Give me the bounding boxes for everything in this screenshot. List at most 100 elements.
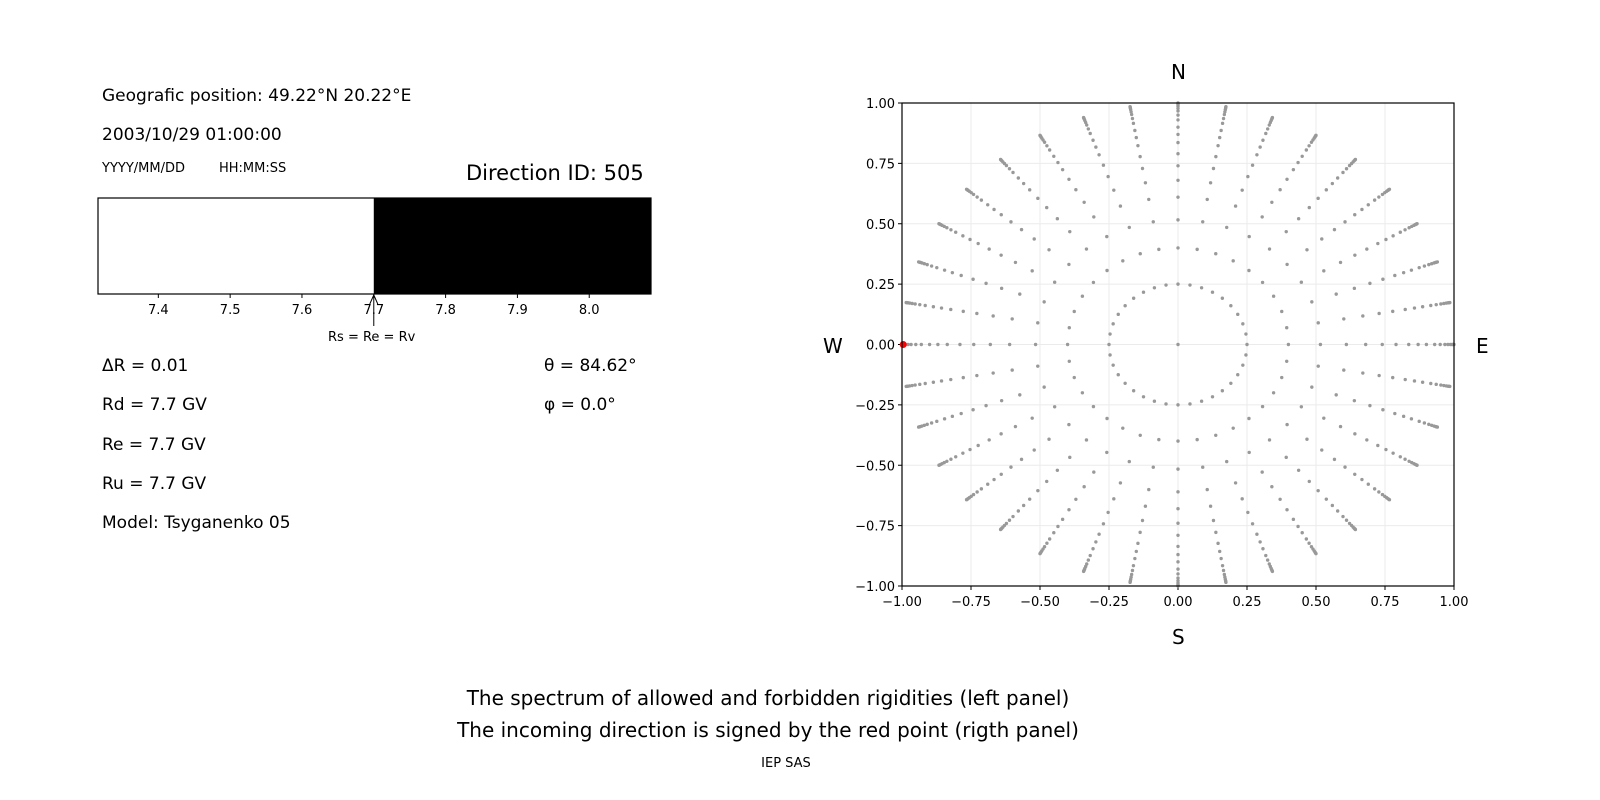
direction-point bbox=[1056, 524, 1060, 529]
direction-point bbox=[1233, 204, 1238, 208]
direction-point bbox=[1380, 192, 1385, 197]
direction-point bbox=[1341, 170, 1345, 175]
direction-point bbox=[1260, 215, 1264, 219]
direction-point bbox=[1067, 177, 1071, 181]
direction-point bbox=[959, 273, 963, 278]
direction-point bbox=[913, 383, 917, 387]
direction-point bbox=[1222, 572, 1227, 577]
direction-point bbox=[909, 342, 913, 347]
direction-point bbox=[1318, 342, 1323, 347]
direction-point bbox=[1134, 549, 1139, 554]
direction-point bbox=[1176, 178, 1180, 182]
direction-point bbox=[1216, 143, 1220, 148]
direction-point bbox=[1007, 518, 1012, 522]
direction-point bbox=[1130, 116, 1135, 121]
direction-point bbox=[1271, 391, 1276, 395]
direction-point bbox=[1372, 198, 1377, 202]
direction-point bbox=[1424, 342, 1429, 347]
direction-point bbox=[971, 192, 976, 197]
direction-point bbox=[975, 490, 979, 494]
direction-point bbox=[1299, 280, 1304, 284]
x-tick-label: 0.00 bbox=[1164, 595, 1193, 610]
direction-point bbox=[1016, 509, 1021, 513]
direction-point bbox=[1011, 170, 1015, 175]
direction-point bbox=[1211, 518, 1216, 523]
direction-point bbox=[1391, 234, 1395, 238]
plot-frame bbox=[901, 102, 1455, 587]
direction-point bbox=[1030, 269, 1034, 273]
direction-point bbox=[949, 228, 953, 232]
direction-point bbox=[1101, 522, 1106, 526]
direction-point bbox=[968, 237, 972, 242]
direction-point bbox=[931, 305, 936, 309]
direction-point bbox=[1176, 246, 1180, 250]
direction-point bbox=[1435, 425, 1440, 429]
direction-point bbox=[1047, 437, 1051, 441]
direction-point bbox=[1151, 220, 1155, 224]
x-tick-label: 8.0 bbox=[579, 303, 600, 318]
direction-point bbox=[1231, 426, 1235, 430]
direction-point bbox=[1074, 497, 1078, 501]
direction-point bbox=[1131, 563, 1136, 568]
model: Model: Tsyganenko 05 bbox=[102, 513, 291, 533]
delta-r: ΔR = 0.01 bbox=[102, 356, 189, 376]
direction-point bbox=[1013, 424, 1018, 429]
direction-point bbox=[1157, 247, 1161, 252]
bar-frame bbox=[97, 197, 652, 295]
direction-point bbox=[1296, 160, 1300, 165]
direction-point bbox=[1141, 290, 1146, 294]
direction-point bbox=[1264, 553, 1268, 558]
arrow-head bbox=[369, 293, 379, 305]
x-tick-label: 7.8 bbox=[435, 303, 456, 318]
direction-point bbox=[1220, 389, 1225, 393]
direction-point bbox=[950, 270, 955, 275]
direction-point bbox=[1176, 576, 1180, 580]
direction-point bbox=[1286, 342, 1291, 347]
direction-point bbox=[975, 373, 979, 378]
direction-point bbox=[1084, 247, 1089, 251]
direction-point bbox=[968, 447, 972, 452]
direction-point bbox=[1300, 154, 1304, 158]
direction-point bbox=[923, 381, 927, 386]
direction-point bbox=[1267, 247, 1272, 251]
direction-point bbox=[1353, 157, 1358, 162]
direction-point bbox=[959, 411, 963, 416]
direction-point bbox=[1261, 138, 1265, 142]
direction-point bbox=[1176, 118, 1180, 122]
direction-point bbox=[1417, 265, 1421, 270]
direction-point bbox=[999, 432, 1003, 436]
direction-point bbox=[1270, 485, 1274, 489]
direction-point bbox=[1136, 143, 1140, 148]
direction-point bbox=[1176, 218, 1180, 222]
direction-point bbox=[914, 342, 918, 347]
direction-point bbox=[1304, 148, 1309, 152]
direction-point bbox=[1128, 580, 1132, 585]
direction-point bbox=[961, 375, 965, 380]
direction-point bbox=[1360, 477, 1364, 482]
direction-point bbox=[1353, 213, 1357, 217]
direction-point bbox=[1131, 121, 1136, 126]
theta-value: θ = 84.62° bbox=[544, 356, 637, 376]
y-tick-label: −1.00 bbox=[855, 580, 895, 595]
direction-point bbox=[1376, 443, 1380, 448]
direction-point bbox=[1434, 382, 1438, 387]
direction-point bbox=[1042, 300, 1046, 304]
direction-point bbox=[1205, 197, 1209, 202]
x-tick-label: −1.00 bbox=[882, 595, 922, 610]
direction-point bbox=[1214, 252, 1218, 256]
direction-point bbox=[1310, 300, 1314, 304]
direction-point bbox=[1127, 459, 1131, 464]
direction-point bbox=[1415, 463, 1419, 467]
direction-point bbox=[999, 253, 1003, 257]
direction-point bbox=[971, 492, 976, 497]
direction-point bbox=[1027, 188, 1032, 192]
direction-point bbox=[1068, 229, 1072, 234]
x-tick-label: 7.5 bbox=[220, 303, 241, 318]
direction-point bbox=[1208, 181, 1213, 185]
direction-point bbox=[964, 187, 969, 191]
direction-point bbox=[1264, 131, 1268, 136]
direction-point bbox=[1307, 541, 1311, 545]
direction-point bbox=[1105, 234, 1109, 239]
direction-point bbox=[925, 262, 929, 267]
